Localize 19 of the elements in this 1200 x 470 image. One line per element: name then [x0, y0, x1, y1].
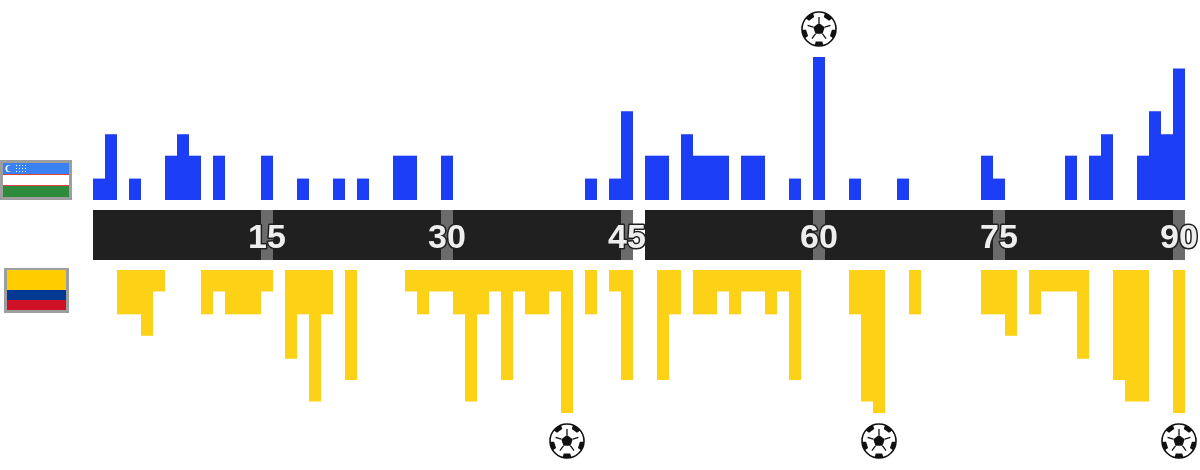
bar [441, 155, 453, 200]
bar [213, 155, 225, 200]
bar [357, 178, 369, 200]
bar [333, 178, 345, 200]
bar [261, 155, 273, 200]
x-tick-label: 90 [1160, 217, 1198, 255]
bar [897, 178, 909, 200]
bar [585, 178, 597, 200]
bar [849, 178, 861, 200]
x-tick-label: 15 [248, 217, 286, 255]
bar [129, 178, 141, 200]
bar [1065, 155, 1077, 200]
x-tick-label: 60 [800, 217, 838, 255]
x-tick-label: 45 [608, 217, 646, 255]
x-tick-label: 30 [428, 217, 466, 255]
bar [813, 57, 825, 200]
bar [789, 178, 801, 200]
x-tick-label: 75 [980, 217, 1018, 255]
bar [297, 178, 309, 200]
